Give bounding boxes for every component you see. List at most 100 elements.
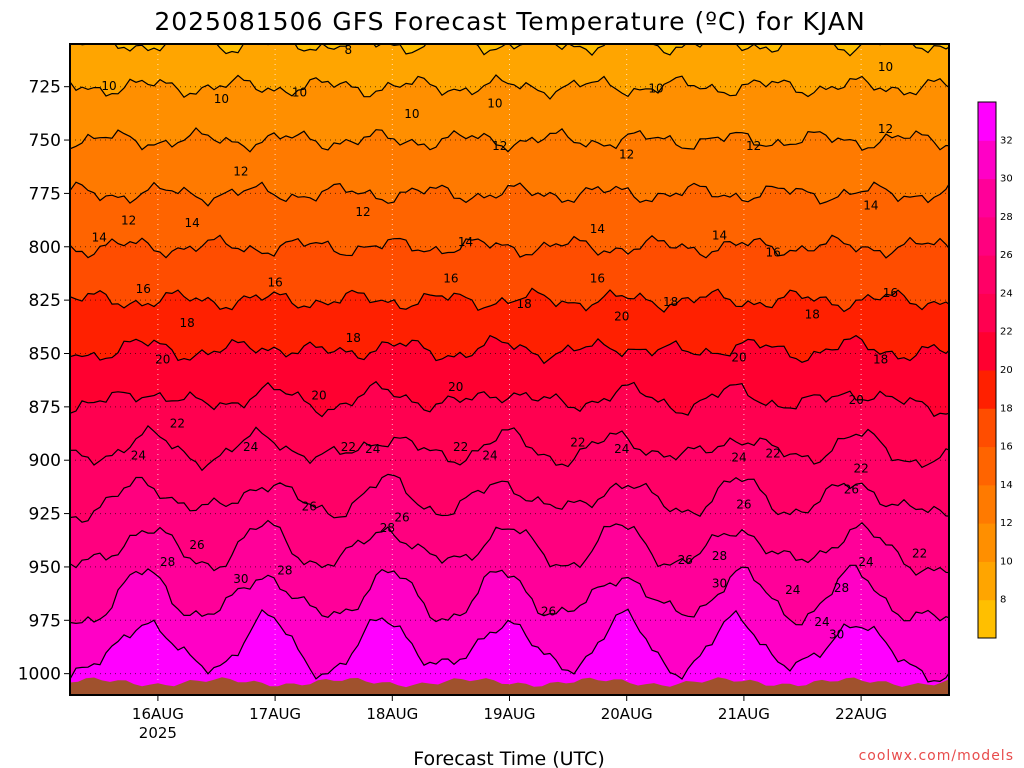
contour-label: 16 xyxy=(766,246,781,260)
contour-label: 12 xyxy=(878,122,893,136)
contour-14 xyxy=(70,181,949,207)
colorbar-frame xyxy=(977,101,997,639)
colorbar-swatch xyxy=(978,561,996,601)
colorbar-swatch xyxy=(978,178,996,218)
contour-18 xyxy=(70,287,949,313)
contour-label: 28 xyxy=(380,521,395,535)
contour-label: 24 xyxy=(243,440,258,454)
colorbar-label: 22 xyxy=(1000,327,1013,338)
colorbar-swatch xyxy=(978,370,996,409)
contour-label: 8 xyxy=(345,43,353,57)
contour-label: 22 xyxy=(341,440,356,454)
contour-label: 16 xyxy=(590,271,605,285)
ground-surface xyxy=(70,677,949,695)
contour-label: 20 xyxy=(614,310,629,324)
contour-label: 30 xyxy=(233,572,248,586)
contour-label: 10 xyxy=(487,96,502,110)
contour-label: 22 xyxy=(170,416,185,430)
colorbar-legend: 8 10 12 14 16 18 20 22 24 26 28 30 32 xyxy=(977,101,1013,639)
contour-label: 24 xyxy=(365,442,380,456)
contour-label: 26 xyxy=(189,538,204,552)
contour-label: 16 xyxy=(883,286,898,300)
y-tick-label: 925 xyxy=(29,505,61,525)
contour-28 xyxy=(70,519,949,576)
colorbar-swatch xyxy=(978,293,996,333)
contour-label: 18 xyxy=(663,295,678,309)
contour-label: 22 xyxy=(453,440,468,454)
x-tick-label: 18AUG xyxy=(366,705,418,723)
contour-label: 30 xyxy=(829,628,844,642)
contour-label: 18 xyxy=(517,297,532,311)
contour-label: 24 xyxy=(482,448,497,462)
contour-label: 24 xyxy=(858,555,873,569)
contour-label: 22 xyxy=(766,446,781,460)
contour-label: 26 xyxy=(844,483,859,497)
y-tick-label: 875 xyxy=(29,398,61,418)
colorbar-swatch xyxy=(978,140,996,180)
contour-label: 12 xyxy=(121,214,136,228)
contour-label: 20 xyxy=(731,350,746,364)
contour-label: 12 xyxy=(233,165,248,179)
colorbar-label: 26 xyxy=(1000,250,1013,261)
contour-label: 28 xyxy=(277,564,292,578)
colorbar-swatch xyxy=(978,446,996,486)
contour-label: 22 xyxy=(912,547,927,561)
contour-24 xyxy=(70,424,949,472)
contour-label: 24 xyxy=(614,442,629,456)
contour-label: 10 xyxy=(878,60,893,74)
x-tick-label: 19AUG xyxy=(484,705,536,723)
band-32 xyxy=(70,609,949,695)
colorbar-label: 20 xyxy=(1000,365,1013,376)
contour-label: 22 xyxy=(570,436,585,450)
colorbar-label: 16 xyxy=(1000,442,1013,453)
colorbar-label: 24 xyxy=(1000,288,1013,299)
chart-title: 2025081506 GFS Forecast Temperature (ºC)… xyxy=(154,7,865,36)
contour-label: 26 xyxy=(302,500,317,514)
y-tick-label: 775 xyxy=(29,184,61,204)
contour-label: 10 xyxy=(404,107,419,121)
site-credit: coolwx.com/models xyxy=(859,748,1014,764)
colorbar-swatch xyxy=(978,484,996,524)
y-tick-label: 825 xyxy=(29,291,61,311)
contour-label: 28 xyxy=(834,581,849,595)
contour-label: 10 xyxy=(648,81,663,95)
y-tick-label: 1000 xyxy=(18,665,61,685)
contour-label: 24 xyxy=(814,615,829,629)
colorbar-label: 28 xyxy=(1000,212,1013,223)
contour-label: 18 xyxy=(346,331,361,345)
colorbar-label: 12 xyxy=(1000,518,1013,529)
y-tick-label: 975 xyxy=(29,611,61,631)
x-tick-label: 22AUG xyxy=(835,705,887,723)
colorbar-swatch xyxy=(978,331,996,371)
colorbar-swatch xyxy=(978,102,996,141)
contour-label: 20 xyxy=(448,380,463,394)
contour-label: 18 xyxy=(873,352,888,366)
contour-label: 20 xyxy=(311,389,326,403)
contour-label: 10 xyxy=(214,92,229,106)
y-tick-label: 725 xyxy=(29,78,61,98)
colorbar-label: 18 xyxy=(1000,403,1013,414)
contour-10 xyxy=(70,74,949,100)
contour-12 xyxy=(70,127,949,153)
y-tick-label: 750 xyxy=(29,131,61,151)
contour-30 xyxy=(70,564,949,626)
contour-label: 24 xyxy=(131,448,146,462)
contour-label: 18 xyxy=(805,308,820,322)
colorbar-label: 8 xyxy=(1000,595,1006,606)
contour-label: 16 xyxy=(136,282,151,296)
colorbar-swatch xyxy=(978,523,996,562)
contour-label: 28 xyxy=(160,555,175,569)
contour-label: 14 xyxy=(712,229,727,243)
contour-26 xyxy=(70,473,949,523)
contour-label: 14 xyxy=(458,235,473,249)
x-tick-label: 20AUG xyxy=(601,705,653,723)
contour-label: 30 xyxy=(712,577,727,591)
contour-label: 12 xyxy=(619,147,634,161)
plot-area: 8 10 10 10 10 10 10 10 12 12 12 12 12 12 12 14 14 14 14 14 1… xyxy=(70,43,949,695)
gridlines xyxy=(70,44,949,695)
colorbar-label: 30 xyxy=(1000,174,1013,185)
x-tick-label: 17AUG xyxy=(249,705,301,723)
contour-label: 12 xyxy=(746,139,761,153)
